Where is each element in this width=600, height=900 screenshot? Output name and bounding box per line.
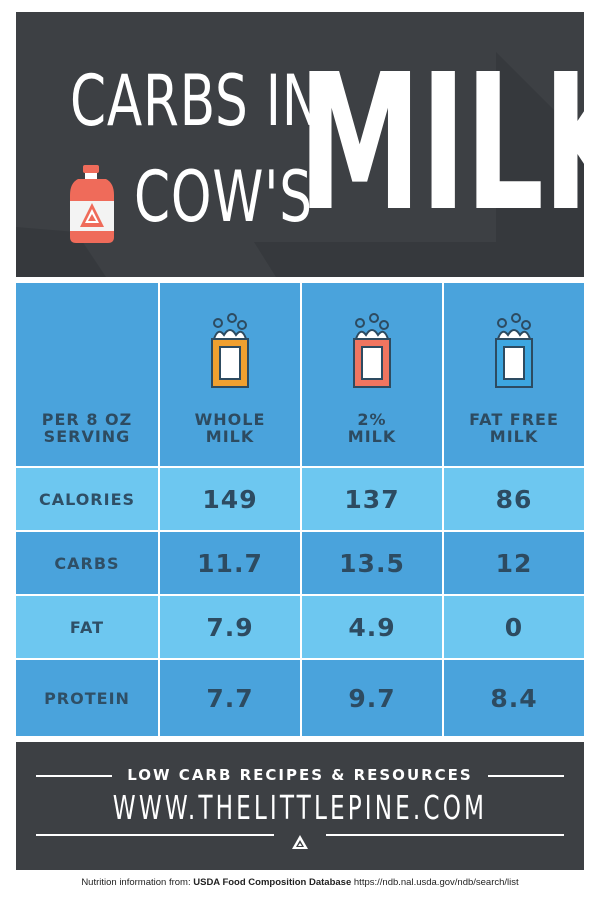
milk-glass-icon <box>211 313 249 388</box>
title-line-1: CARBS IN <box>70 60 322 142</box>
title-milk: MILK <box>298 34 584 253</box>
value-fat-fat-free: 0 <box>444 596 584 658</box>
footer-rule <box>326 834 564 836</box>
source-note: Nutrition information from: USDA Food Co… <box>0 877 600 888</box>
value-fat-2pct: 4.9 <box>302 596 442 658</box>
milk-jug-icon <box>70 165 114 243</box>
footer-rule <box>36 834 274 836</box>
pine-logo-icon <box>292 835 308 849</box>
nutrition-table: PER 8 OZ SERVING WHOLE MILK 2% MIL <box>16 283 584 736</box>
source-prefix: Nutrition information from: <box>81 877 191 888</box>
column-header-fat-free: FAT FREE MILK <box>444 283 584 466</box>
row-label-fat: FAT <box>16 596 158 658</box>
value-calories-2pct: 137 <box>302 468 442 530</box>
column-label-fat-free: FAT FREE MILK <box>469 410 559 446</box>
footer-rule <box>488 775 564 777</box>
footer-url[interactable]: WWW.THELITTLEPINE.COM <box>112 788 488 827</box>
milk-glass-icon <box>495 313 533 388</box>
row-label-protein: PROTEIN <box>16 660 158 736</box>
value-carbs-fat-free: 12 <box>444 532 584 594</box>
footer-rule <box>36 775 112 777</box>
value-protein-fat-free: 8.4 <box>444 660 584 736</box>
footer-banner: LOW CARB RECIPES & RESOURCES WWW.THELITT… <box>16 742 584 870</box>
value-protein-whole: 7.7 <box>160 660 300 736</box>
column-header-whole: WHOLE MILK <box>160 283 300 466</box>
source-link[interactable]: https://ndb.nal.usda.gov/ndb/search/list <box>353 877 519 888</box>
title-line-2: COW'S <box>134 156 313 238</box>
column-label-whole: WHOLE MILK <box>194 410 266 446</box>
column-header-2pct: 2% MILK <box>302 283 442 466</box>
value-carbs-2pct: 13.5 <box>302 532 442 594</box>
value-calories-whole: 149 <box>160 468 300 530</box>
row-label-calories: CALORIES <box>16 468 158 530</box>
value-calories-fat-free: 86 <box>444 468 584 530</box>
serving-label: PER 8 OZ SERVING <box>41 410 133 446</box>
value-protein-2pct: 9.7 <box>302 660 442 736</box>
value-carbs-whole: 11.7 <box>160 532 300 594</box>
banner-shadow <box>16 52 584 277</box>
source-database[interactable]: USDA Food Composition Database <box>193 877 352 888</box>
row-label-carbs: CARBS <box>16 532 158 594</box>
footer-subtitle: LOW CARB RECIPES & RESOURCES <box>127 766 473 784</box>
column-label-2pct: 2% MILK <box>347 410 397 446</box>
milk-glass-icon <box>353 313 391 388</box>
serving-header-cell: PER 8 OZ SERVING <box>16 283 158 466</box>
title-banner: CARBS IN COW'S MILK <box>16 12 584 277</box>
value-fat-whole: 7.9 <box>160 596 300 658</box>
